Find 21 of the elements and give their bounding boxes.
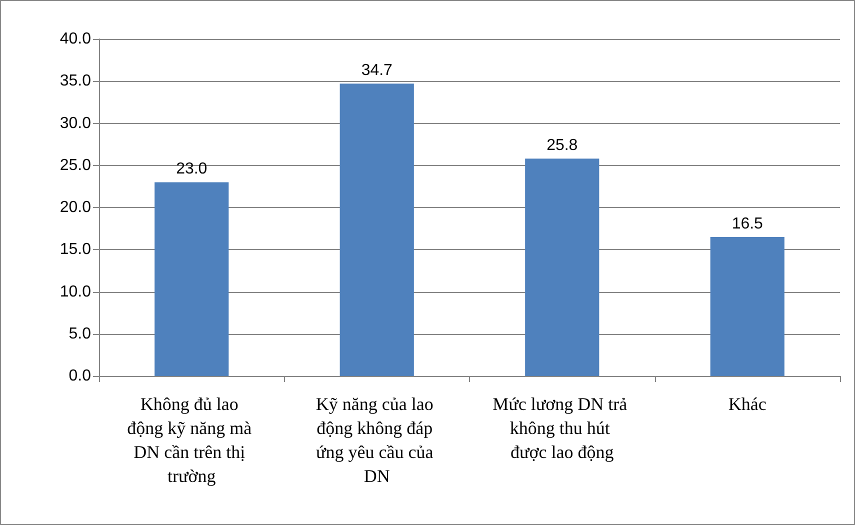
y-tick-label: 10.0 [60,283,92,300]
data-label: 25.8 [546,137,578,154]
y-tick-label: 40.0 [60,30,92,48]
y-tick-label: 15.0 [60,241,92,258]
data-label: 16.5 [732,215,764,232]
bar [710,236,784,376]
y-tick-label: 20.0 [60,199,92,216]
x-tick-label: Kỹ năng của lao động không đáp ứng yêu cầu của DN [316,394,438,486]
bar [154,182,229,376]
y-tick-label: 30.0 [60,114,92,132]
x-tick-label: Khác [728,394,766,414]
data-label: 34.7 [361,62,393,80]
x-tick-label: Mức lương DN trả không thu hút được lao động [492,394,632,462]
y-tick-label: 25.0 [60,156,92,174]
y-tick-label: 5.0 [68,325,92,342]
data-label: 23.0 [176,160,208,178]
y-tick-label: 35.0 [60,72,92,90]
x-tick-label: Không đủ lao động kỹ năng mà DN cần trên thị trường [127,394,256,486]
bar [525,158,600,376]
y-tick-label: 0.0 [68,368,92,384]
bar [340,84,414,376]
